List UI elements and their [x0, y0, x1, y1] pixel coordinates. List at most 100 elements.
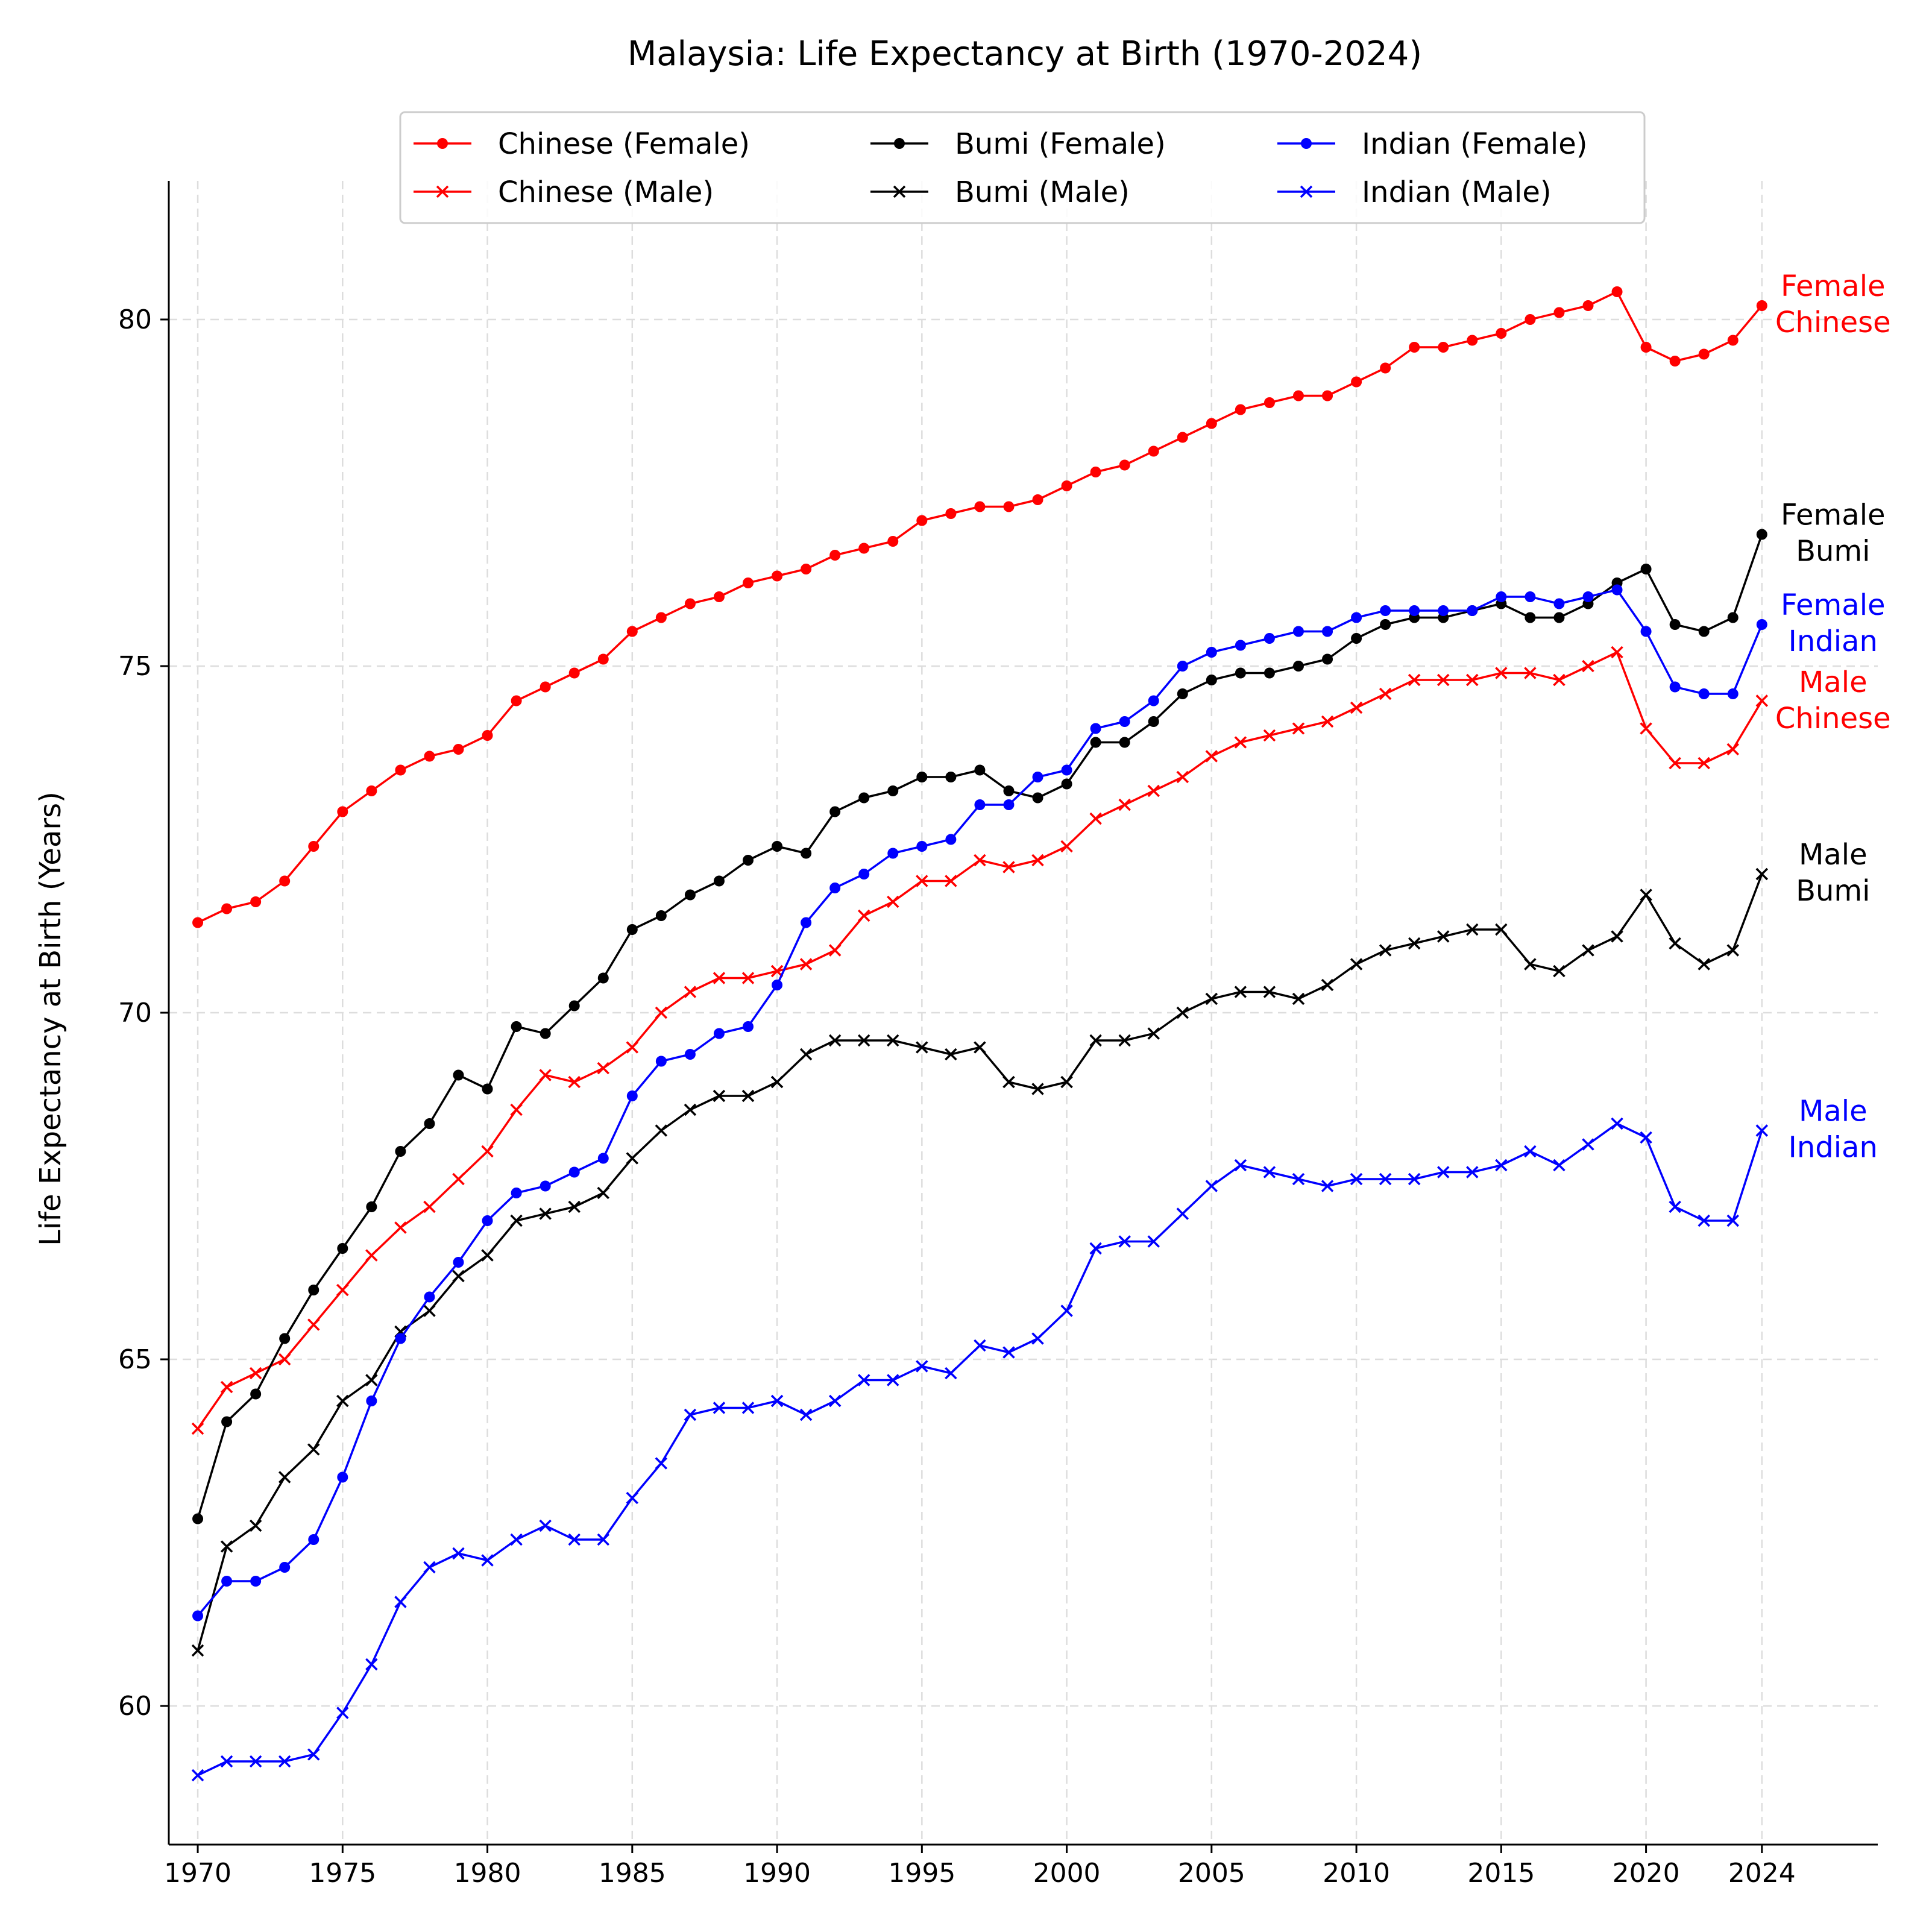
- data-point: [857, 1034, 870, 1047]
- data-point: [1698, 757, 1710, 770]
- end-label-line: Male: [1799, 838, 1868, 872]
- data-point: [1118, 798, 1131, 811]
- data-point: [366, 785, 377, 796]
- marker-stroke: [1118, 798, 1131, 811]
- data-point: [1495, 923, 1508, 936]
- data-point: [568, 1000, 580, 1012]
- legend-box: [399, 111, 1646, 224]
- data-point: [1640, 722, 1652, 735]
- data-point: [887, 1374, 899, 1386]
- series-end-labels: FemaleChineseMaleChineseFemaleBumiMaleBu…: [1775, 269, 1891, 1165]
- data-point: [1292, 992, 1305, 1005]
- data-point: [1061, 764, 1072, 776]
- marker-stroke: [1726, 944, 1739, 957]
- data-point: [1003, 785, 1015, 796]
- data-point: [1206, 418, 1217, 429]
- marker-stroke: [799, 958, 813, 971]
- marker-stroke: [1437, 930, 1450, 943]
- data-point: [424, 1291, 435, 1303]
- x-tick-label: 1980: [454, 1858, 521, 1889]
- legend: Chinese (Female) Chinese (Male) Bumi (Fema…: [399, 111, 1646, 224]
- data-point: [684, 598, 696, 609]
- data-point: [1669, 937, 1681, 950]
- data-point: [626, 1152, 639, 1165]
- data-point: [221, 903, 233, 914]
- x-tick-label: 1990: [743, 1858, 811, 1889]
- data-point: [1119, 716, 1130, 727]
- data-point: [250, 896, 262, 907]
- data-point: [1032, 772, 1043, 782]
- axes: 1970 1975 1980 1985 1990 1995 2000 2005 2010 2015…: [118, 181, 1878, 1889]
- data-point: [1061, 480, 1072, 491]
- marker-stroke: [916, 1041, 928, 1054]
- marker-stroke: [741, 1402, 755, 1414]
- series-chinese-female: [192, 286, 1767, 928]
- data-point: [1380, 619, 1391, 630]
- data-point: [220, 1755, 233, 1768]
- data-point: [1379, 1172, 1392, 1186]
- data-point: [1727, 688, 1739, 699]
- data-point: [1437, 930, 1450, 943]
- data-point: [1322, 653, 1333, 665]
- marker-stroke: [1176, 1006, 1189, 1019]
- data-point: [1698, 348, 1710, 360]
- marker-stroke: [887, 895, 899, 908]
- data-point: [1002, 1075, 1015, 1089]
- data-point: [1148, 716, 1159, 727]
- data-point: [192, 1513, 204, 1525]
- marker-stroke: [220, 1755, 233, 1768]
- data-point: [1727, 612, 1739, 623]
- data-point: [308, 1534, 319, 1545]
- marker-stroke: [365, 1249, 378, 1262]
- data-point: [1234, 736, 1247, 749]
- end-label-line: Bumi: [1796, 535, 1870, 568]
- data-point: [511, 695, 522, 706]
- data-point: [395, 1333, 406, 1344]
- marker-stroke: [1263, 986, 1276, 998]
- marker-stroke: [1755, 694, 1769, 707]
- data-point: [916, 841, 928, 852]
- data-point: [1409, 605, 1420, 616]
- marker-stroke: [1118, 1034, 1131, 1047]
- data-point: [1553, 307, 1565, 318]
- data-point: [1582, 944, 1594, 957]
- marker-stroke: [1321, 715, 1334, 728]
- legend-label: Indian (Male): [1362, 175, 1552, 209]
- data-point: [1755, 867, 1769, 881]
- marker-stroke: [1466, 673, 1479, 687]
- marker-stroke: [1495, 667, 1508, 679]
- marker-stroke: [770, 1075, 784, 1089]
- data-point: [1669, 1200, 1681, 1213]
- data-point: [394, 1221, 407, 1234]
- marker-stroke: [568, 1200, 581, 1213]
- data-point: [887, 848, 899, 859]
- data-point: [1292, 626, 1304, 637]
- data-point: [597, 1153, 609, 1164]
- data-point: [974, 854, 986, 867]
- end-label-line: Indian: [1789, 1131, 1878, 1165]
- marker-stroke: [1321, 978, 1334, 992]
- data-point: [1031, 1332, 1044, 1345]
- data-point: [1698, 688, 1710, 699]
- data-point: [1669, 681, 1681, 693]
- legend-label: Chinese (Male): [498, 175, 714, 209]
- end-label-line: Chinese: [1775, 702, 1891, 735]
- data-point: [1466, 673, 1479, 687]
- marker-stroke: [1379, 1172, 1392, 1186]
- data-point: [1351, 612, 1362, 623]
- data-point: [741, 1402, 755, 1414]
- data-point: [945, 834, 957, 845]
- data-point: [221, 1576, 233, 1587]
- data-point: [1496, 328, 1507, 339]
- marker-stroke: [249, 1519, 262, 1532]
- data-point: [1553, 964, 1566, 978]
- data-point: [1263, 397, 1275, 408]
- data-point: [366, 1396, 377, 1406]
- data-point: [482, 1215, 493, 1226]
- data-point: [453, 744, 464, 755]
- data-point: [1148, 445, 1159, 457]
- x-tick-label: 2020: [1613, 1858, 1680, 1889]
- data-point: [249, 1755, 262, 1768]
- marker-stroke: [278, 1755, 291, 1768]
